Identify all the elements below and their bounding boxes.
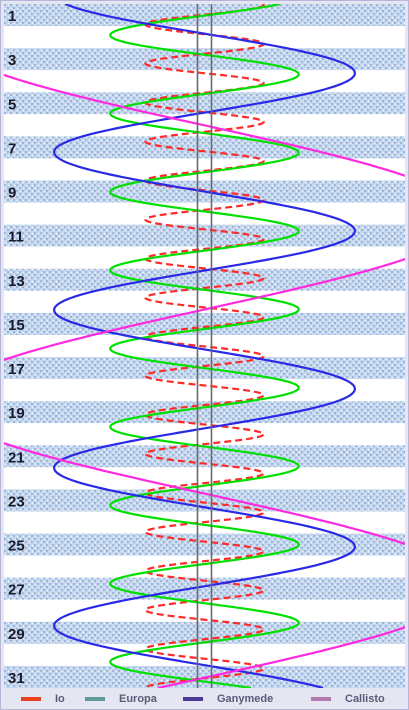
day-band	[4, 489, 405, 512]
day-band	[4, 136, 405, 159]
legend-label-ganymede: Ganymede	[217, 693, 274, 705]
day-label: 1	[8, 8, 16, 25]
orbit-line-io	[144, 4, 265, 688]
day-label: 11	[8, 229, 24, 246]
orbit-line-callisto	[4, 73, 405, 688]
day-label: 5	[8, 96, 16, 113]
legend-label-europa: Europa	[119, 693, 157, 705]
day-label: 27	[8, 582, 25, 599]
day-band	[4, 423, 405, 446]
legend: Io Europa Ganymede Callisto	[1, 689, 408, 709]
day-band	[4, 26, 405, 49]
day-label: 31	[8, 670, 25, 687]
legend-item-ganymede: Ganymede	[183, 689, 273, 709]
plot-area: 1 3 5 7 9 11 13 15 17 19 21 23 25 27 29 31	[4, 4, 405, 688]
day-band	[4, 70, 405, 93]
day-band	[4, 48, 405, 71]
day-band	[4, 224, 405, 247]
day-band	[4, 92, 405, 115]
day-band	[4, 533, 405, 556]
day-label: 13	[8, 273, 25, 290]
day-label: 9	[8, 185, 16, 202]
day-band	[4, 290, 405, 313]
day-band	[4, 621, 405, 644]
day-label: 7	[8, 140, 16, 157]
day-band	[4, 312, 405, 335]
day-band	[4, 202, 405, 225]
orbit-line-europa	[109, 4, 300, 688]
day-band	[4, 643, 405, 666]
day-label: 3	[8, 52, 16, 69]
legend-label-callisto: Callisto	[345, 693, 385, 705]
legend-swatch-europa	[85, 697, 105, 701]
day-label: 17	[8, 361, 25, 378]
legend-label-io: Io	[55, 693, 65, 705]
day-label: 21	[8, 449, 25, 466]
day-band	[4, 467, 405, 490]
day-label: 15	[8, 317, 25, 334]
legend-swatch-callisto	[311, 697, 331, 701]
day-band	[4, 577, 405, 600]
day-band	[4, 555, 405, 578]
day-band	[4, 445, 405, 468]
legend-item-io: Io	[21, 689, 65, 709]
day-band	[4, 401, 405, 424]
legend-item-europa: Europa	[85, 689, 157, 709]
day-band	[4, 268, 405, 291]
legend-item-callisto: Callisto	[311, 689, 385, 709]
day-label: 23	[8, 493, 25, 510]
day-label: 25	[8, 538, 25, 555]
day-label: 29	[8, 626, 25, 643]
legend-swatch-ganymede	[183, 697, 203, 701]
day-band	[4, 158, 405, 181]
day-label: 19	[8, 405, 25, 422]
legend-swatch-io	[21, 697, 41, 701]
day-band	[4, 379, 405, 402]
